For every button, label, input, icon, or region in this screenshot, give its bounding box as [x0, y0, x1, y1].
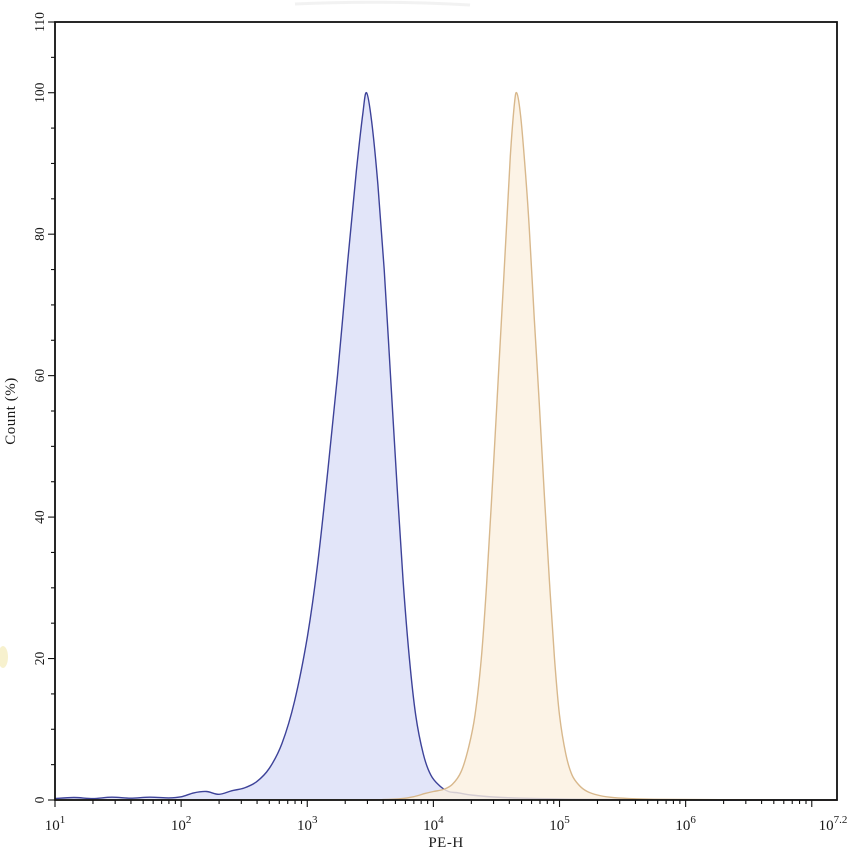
plot-frame	[54, 21, 838, 801]
scan-artifacts	[0, 0, 471, 668]
series-layer	[54, 91, 838, 801]
orange-histogram-fill	[55, 92, 837, 801]
tick-layer	[48, 21, 813, 807]
left-edge-smudge	[0, 646, 8, 668]
y-tick-label: 40	[32, 510, 47, 524]
y-axis-title: Count (%)	[3, 377, 19, 444]
x-tick-label: 103	[297, 814, 318, 834]
x-tick-label: 107.2	[819, 814, 848, 834]
axis-frame-layer	[54, 21, 838, 801]
y-tick-label: 0	[32, 796, 47, 803]
x-axis-title: PE-H	[428, 835, 463, 851]
x-tick-label: 101	[45, 814, 66, 834]
top-edge-streak	[294, 0, 471, 7]
y-tick-label: 80	[32, 227, 47, 241]
x-tick-label: 104	[423, 814, 444, 834]
x-tick-label: 102	[171, 814, 192, 834]
x-tick-label: 105	[549, 814, 570, 834]
tick-label-layer: 101 102 103 104 105 106 107.2 0 20 40 60 80 100 110	[32, 12, 847, 834]
blue-histogram-curve	[54, 91, 838, 801]
y-tick-label: 110	[32, 12, 47, 32]
y-tick-label: 100	[32, 82, 47, 103]
x-tick-label: 106	[675, 814, 696, 834]
y-tick-label: 20	[32, 652, 47, 666]
orange-histogram-curve	[54, 91, 838, 801]
y-tick-label: 60	[32, 369, 47, 383]
blue-histogram-fill	[55, 92, 837, 801]
